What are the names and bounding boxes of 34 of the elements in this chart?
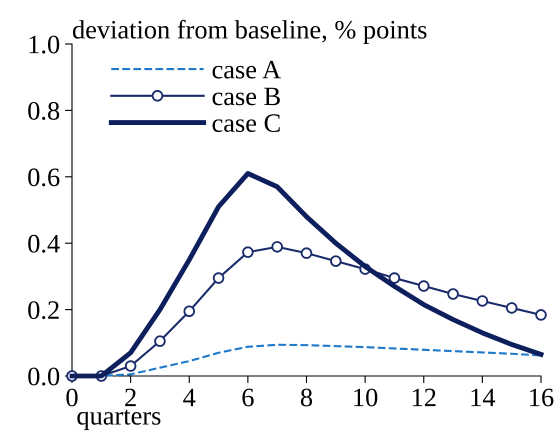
x-tick-label: 4 — [183, 388, 196, 406]
chart-title: deviation from baseline, % points — [72, 20, 426, 44]
point — [447, 288, 459, 300]
point — [330, 255, 342, 267]
y-tick-label: 0.2 — [28, 301, 59, 320]
point — [183, 305, 196, 318]
point — [242, 246, 254, 258]
x-axis-title: quarters — [77, 410, 160, 430]
y-tick-label: 1.0 — [30, 36, 60, 54]
point — [506, 302, 518, 314]
x-tick-label: 6 — [242, 388, 254, 406]
point — [271, 241, 283, 253]
x-tick-label: 10 — [354, 388, 378, 406]
point — [212, 272, 224, 284]
legend-label: case B — [212, 88, 280, 106]
x-tick-label: 12 — [412, 388, 436, 406]
legend-label: case C — [212, 114, 280, 132]
point — [476, 295, 488, 307]
point — [154, 335, 166, 347]
x-tick-label: 16 — [530, 388, 554, 406]
y-tick-label: 0.6 — [28, 168, 60, 186]
point — [388, 272, 400, 284]
point — [300, 247, 312, 259]
x-tick-label: 2 — [125, 388, 136, 406]
point — [535, 309, 547, 321]
y-tick-label: 0.4 — [28, 234, 60, 253]
x-tick-label: 8 — [300, 388, 312, 406]
x-tick-label: 14 — [472, 388, 496, 406]
point — [418, 280, 430, 292]
point — [124, 360, 136, 372]
y-tick-label: 0.8 — [28, 102, 60, 120]
legend-label: case A — [212, 60, 281, 79]
y-tick-label: 0.0 — [28, 368, 60, 386]
x-tick-label: 0 — [66, 388, 78, 406]
